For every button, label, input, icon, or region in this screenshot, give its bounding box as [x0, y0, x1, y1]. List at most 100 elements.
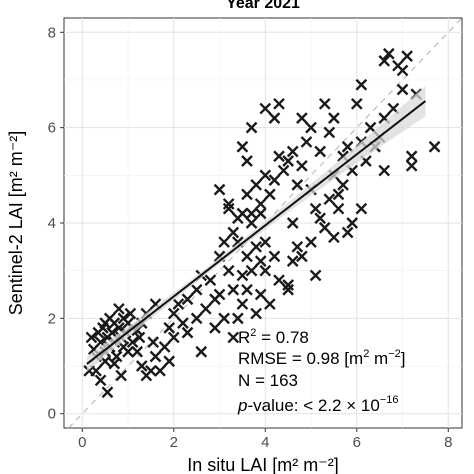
data-point	[309, 202, 322, 215]
data-point	[122, 345, 134, 358]
x-tick-label: 8	[444, 434, 452, 451]
data-point	[378, 55, 391, 67]
data-point	[259, 236, 272, 248]
data-point	[286, 217, 299, 229]
data-point	[83, 364, 96, 377]
data-point	[204, 274, 217, 287]
data-point	[259, 102, 272, 115]
data-point	[341, 140, 354, 153]
data-point	[199, 302, 212, 315]
data-point	[236, 140, 249, 153]
pvalue-text: p-value: < 2.2 × 10−16	[237, 394, 398, 415]
data-point	[245, 121, 258, 134]
data-point	[167, 331, 180, 344]
regression-fit	[86, 85, 427, 372]
data-point	[209, 293, 221, 306]
data-point	[115, 369, 128, 382]
data-point	[213, 183, 226, 196]
r2-text: R2 = 0.78	[238, 327, 309, 347]
data-point	[250, 179, 262, 191]
data-point	[305, 236, 317, 248]
data-point	[318, 97, 331, 110]
y-tick-label: 0	[48, 406, 56, 423]
data-point	[268, 250, 281, 263]
data-point	[85, 331, 98, 344]
fit-confidence-band	[86, 85, 426, 372]
one-to-one-dashed-line	[68, 17, 463, 429]
data-point	[355, 202, 368, 215]
data-point	[181, 326, 194, 339]
data-point	[108, 357, 121, 370]
x-axis-title: In situ LAI [m² m⁻²]	[187, 455, 339, 474]
data-point	[254, 207, 267, 220]
x-tick-label: 6	[353, 434, 361, 451]
data-point	[254, 288, 267, 301]
data-point	[101, 386, 114, 399]
data-point	[254, 255, 267, 267]
data-point	[323, 126, 336, 139]
data-point	[300, 136, 313, 148]
data-point	[286, 255, 299, 267]
data-point	[273, 97, 285, 110]
data-point	[254, 198, 267, 210]
data-point	[286, 145, 299, 158]
data-point	[282, 155, 295, 167]
data-point	[222, 264, 235, 277]
chart-title: Year 2021	[226, 0, 300, 12]
x-tick-label: 4	[261, 434, 269, 451]
data-point	[133, 331, 146, 344]
data-point	[314, 145, 327, 158]
data-point	[181, 293, 194, 306]
data-point	[190, 283, 203, 296]
y-tick-label: 2	[48, 310, 56, 327]
data-point	[126, 336, 139, 349]
data-point	[401, 50, 413, 62]
x-tick-label: 2	[170, 434, 178, 451]
data-point	[218, 312, 230, 325]
data-point	[323, 193, 336, 206]
data-point	[328, 112, 340, 124]
data-point	[177, 317, 189, 329]
data-point	[227, 226, 240, 239]
data-point	[149, 350, 162, 363]
data-point	[282, 283, 295, 296]
data-point	[332, 188, 345, 201]
data-point	[296, 250, 308, 263]
data-point	[163, 322, 176, 334]
data-point	[167, 307, 180, 320]
data-point	[250, 240, 262, 253]
data-point	[296, 112, 308, 124]
x-tick-label: 0	[78, 434, 86, 451]
data-point	[222, 198, 235, 210]
data-point	[291, 179, 304, 191]
grid	[64, 18, 462, 428]
data-point	[195, 345, 208, 358]
data-point	[172, 298, 185, 310]
data-point	[291, 240, 304, 253]
data-point	[259, 169, 272, 182]
data-point	[337, 179, 349, 191]
data-point	[405, 159, 418, 172]
data-point	[113, 302, 125, 315]
data-point	[110, 350, 123, 363]
data-point	[341, 226, 354, 239]
axis-ticks: 0 2 4 6 8 0 2 4 6 8	[48, 24, 453, 451]
data-point	[241, 250, 253, 263]
data-point	[131, 345, 144, 358]
data-point	[296, 159, 308, 172]
data-point	[264, 188, 276, 201]
y-axis-title: Sentinel-2 LAI [m² m⁻²]	[6, 131, 26, 316]
data-point	[227, 283, 240, 296]
data-point	[309, 269, 322, 282]
data-point	[259, 264, 272, 277]
data-point	[268, 174, 281, 186]
data-point	[135, 360, 148, 372]
one-to-one-line	[68, 17, 463, 429]
data-point	[245, 217, 258, 229]
data-point	[241, 283, 253, 296]
data-point	[245, 264, 258, 277]
data-point	[282, 279, 295, 291]
data-point	[346, 217, 359, 229]
data-point	[396, 83, 409, 96]
